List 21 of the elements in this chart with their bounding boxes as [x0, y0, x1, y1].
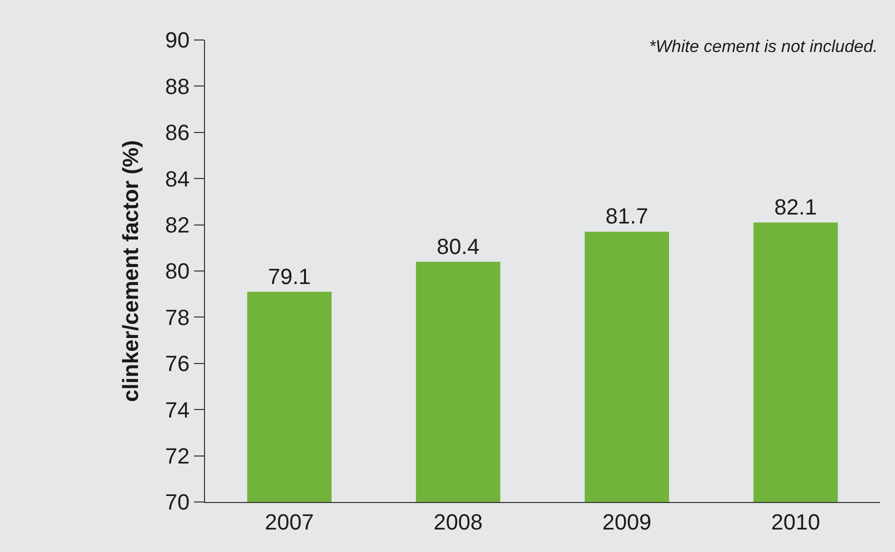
x-tick-label: 2007 — [264, 509, 314, 534]
y-tick-label: 78 — [165, 304, 190, 330]
data-label: 79.1 — [268, 264, 311, 289]
y-tick-label: 76 — [165, 351, 190, 376]
y-tick-label: 70 — [165, 490, 190, 515]
y-tick-label: 72 — [165, 444, 190, 468]
x-tick-label: 2010 — [771, 509, 820, 534]
y-tick-label: 80 — [165, 258, 190, 284]
data-label: 80.4 — [436, 234, 480, 259]
y-tick-label: 82 — [165, 212, 190, 238]
annotation: *White cement is not included. — [649, 37, 878, 56]
y-tick-label: 86 — [165, 120, 190, 146]
y-tick-label: 90 — [165, 28, 190, 53]
y-tick-label: 74 — [165, 397, 190, 422]
y-tick-label: 84 — [165, 166, 190, 192]
x-tick-label: 2009 — [602, 509, 652, 534]
y-axis-title: clinker/cement factor (%) — [118, 140, 143, 402]
y-tick-label: 88 — [165, 74, 190, 99]
x-tick-label: 2008 — [434, 509, 483, 534]
data-label: 81.7 — [605, 204, 648, 229]
data-label: 82.1 — [774, 194, 818, 220]
